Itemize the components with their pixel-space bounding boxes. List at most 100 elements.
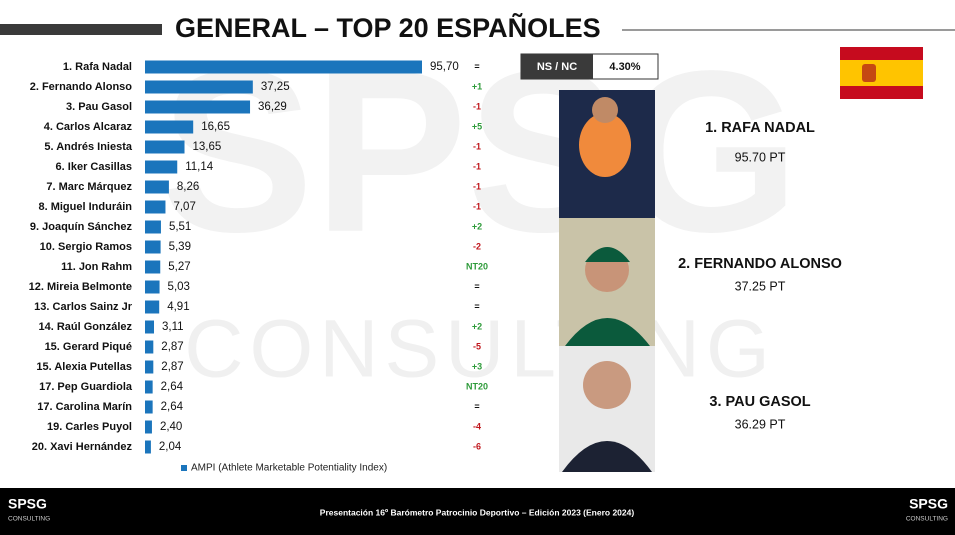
- footer-logo-sub-right: CONSULTING: [906, 516, 948, 523]
- category-label: 3. Pau Gasol: [66, 101, 132, 113]
- category-label: 1. Rafa Nadal: [63, 61, 132, 73]
- rank-change: NT20: [466, 381, 488, 391]
- bar: [145, 420, 152, 434]
- ns-nc-label-bg: [521, 54, 593, 79]
- category-label: 11. Jon Rahm: [61, 261, 132, 273]
- bar: [145, 360, 154, 374]
- podium-name: 3. PAU GASOL: [709, 394, 810, 410]
- photo-gasol-head: [583, 361, 631, 409]
- rank-change: -1: [473, 181, 481, 191]
- ns-nc-box: NS / NC 4.30%: [520, 53, 659, 80]
- title-bar-right: [622, 29, 955, 31]
- category-label: 5. Andrés Iniesta: [44, 141, 133, 153]
- value-label: 2,40: [160, 421, 182, 433]
- category-label: 7. Marc Márquez: [46, 181, 132, 193]
- category-label: 17. Carolina Marín: [37, 401, 132, 413]
- ns-nc-label: NS / NC: [537, 61, 577, 73]
- category-label: 4. Carlos Alcaraz: [44, 121, 133, 133]
- rank-change: NT20: [466, 261, 488, 271]
- category-label: 19. Carles Puyol: [47, 421, 132, 433]
- rank-change: +5: [472, 121, 482, 131]
- value-label: 2,64: [161, 381, 184, 393]
- value-label: 13,65: [193, 141, 222, 153]
- category-label: 17. Pep Guardiola: [39, 381, 133, 393]
- category-label: 8. Miguel Induráin: [38, 201, 132, 213]
- ns-nc-value: 4.30%: [609, 61, 640, 73]
- category-label: 9. Joaquín Sánchez: [30, 221, 133, 233]
- value-label: 2,87: [161, 341, 183, 353]
- rank-change: -5: [473, 341, 481, 351]
- category-label: 6. Iker Casillas: [56, 161, 132, 173]
- rank-change: =: [474, 401, 479, 411]
- footer-band: [0, 488, 955, 535]
- flag-coat: [862, 64, 876, 82]
- rank-change: =: [474, 301, 479, 311]
- rank-change: -1: [473, 141, 481, 151]
- bar: [145, 440, 151, 454]
- category-label: 15. Alexia Putellas: [36, 361, 132, 373]
- value-label: 8,26: [177, 181, 199, 193]
- bar: [145, 260, 161, 274]
- podium-points: 37.25 PT: [735, 279, 786, 293]
- rank-change: +1: [472, 81, 482, 91]
- podium-name: 1. RAFA NADAL: [705, 120, 815, 136]
- category-label: 10. Sergio Ramos: [40, 241, 132, 253]
- rank-change: =: [474, 61, 479, 71]
- value-label: 2,04: [159, 441, 182, 453]
- spain-flag: [840, 47, 923, 99]
- rank-change: -2: [473, 241, 481, 251]
- photo-alonso-cap: [585, 247, 630, 262]
- photo-nadal-shirt: [579, 113, 631, 177]
- photos: [559, 90, 655, 472]
- legend-label: AMPI (Athlete Marketable Potentiality In…: [191, 463, 387, 474]
- podium-name: 2. FERNANDO ALONSO: [678, 256, 842, 272]
- footer-logo-right: SPSG: [909, 496, 948, 512]
- bar: [145, 400, 153, 414]
- category-label: 12. Mireia Belmonte: [29, 281, 132, 293]
- value-label: 5,03: [168, 281, 190, 293]
- value-label: 36,29: [258, 101, 287, 113]
- rank-change: -1: [473, 161, 481, 171]
- bar-chart: 1. Rafa Nadal 95,70 = 2. Fernando Alonso 37,…: [29, 60, 488, 474]
- rank-change: =: [474, 281, 479, 291]
- photo-alonso-shirt: [565, 318, 650, 346]
- category-label: 20. Xavi Hernández: [32, 441, 133, 453]
- value-label: 2,64: [161, 401, 184, 413]
- value-label: 5,39: [169, 241, 191, 253]
- podium-points: 95.70 PT: [735, 150, 786, 164]
- rank-change: +2: [472, 321, 482, 331]
- bar: [145, 100, 251, 114]
- bar: [145, 200, 166, 214]
- value-label: 16,65: [201, 121, 230, 133]
- value-label: 4,91: [167, 301, 189, 313]
- bar: [145, 280, 160, 294]
- bar: [145, 240, 161, 254]
- value-label: 5,51: [169, 221, 191, 233]
- bar: [145, 300, 160, 314]
- bar: [145, 160, 178, 174]
- value-label: 95,70: [430, 61, 459, 73]
- rank-change: -1: [473, 201, 481, 211]
- value-label: 11,14: [185, 161, 214, 173]
- rank-change: -4: [473, 421, 481, 431]
- rank-change: -1: [473, 101, 481, 111]
- podium-points: 36.29 PT: [735, 417, 786, 431]
- bar: [145, 80, 253, 94]
- bar: [145, 140, 185, 154]
- footer-text: Presentación 16º Barómetro Patrocinio De…: [320, 507, 635, 517]
- value-label: 5,27: [168, 261, 190, 273]
- bar: [145, 320, 155, 334]
- bar: [145, 380, 153, 394]
- title-bar-left: [0, 24, 162, 35]
- bar: [145, 60, 422, 74]
- bar: [145, 180, 169, 194]
- bar: [145, 120, 194, 134]
- podium: 1. RAFA NADAL 95.70 PT 2. FERNANDO ALONSO 3…: [678, 120, 842, 431]
- value-label: 37,25: [261, 81, 290, 93]
- value-label: 3,11: [162, 321, 184, 333]
- watermark-text: CONSULTING: [184, 304, 776, 395]
- footer-logo-left: SPSG: [8, 496, 47, 512]
- rank-change: +3: [472, 361, 482, 371]
- flag-yellow: [840, 60, 923, 86]
